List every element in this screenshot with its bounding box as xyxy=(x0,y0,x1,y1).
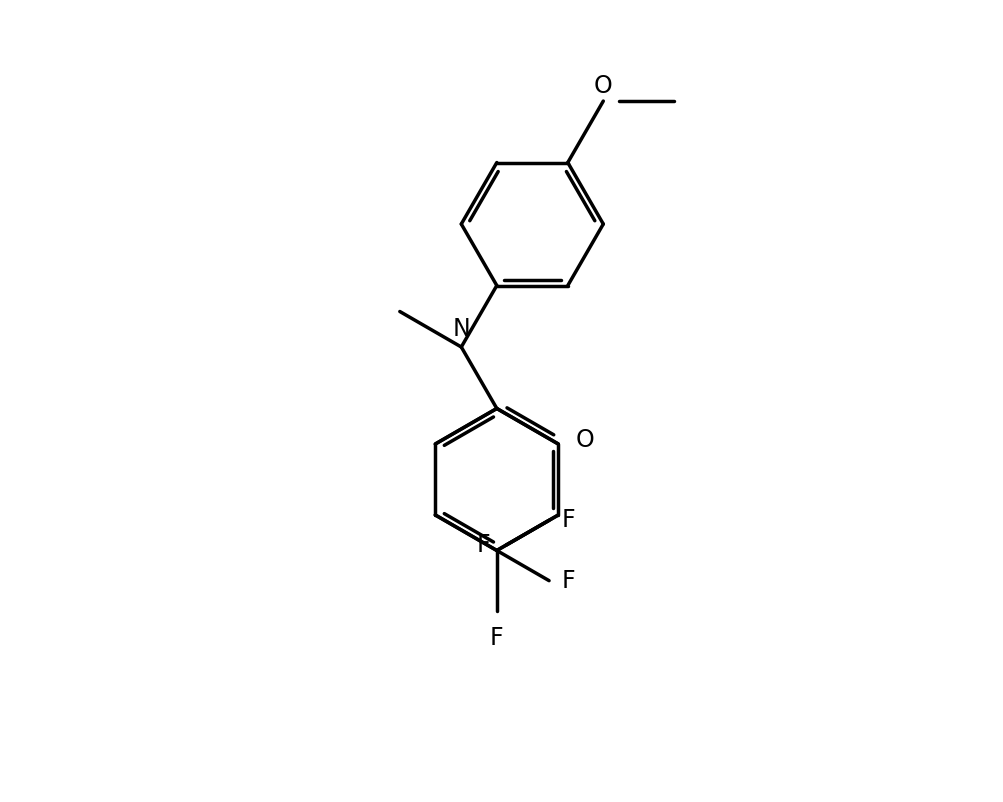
Text: O: O xyxy=(594,74,612,98)
Text: N: N xyxy=(452,318,469,342)
Text: F: F xyxy=(489,626,504,650)
Text: O: O xyxy=(576,428,594,452)
Text: F: F xyxy=(562,569,575,593)
Text: F: F xyxy=(562,508,575,533)
Text: F: F xyxy=(476,533,489,557)
